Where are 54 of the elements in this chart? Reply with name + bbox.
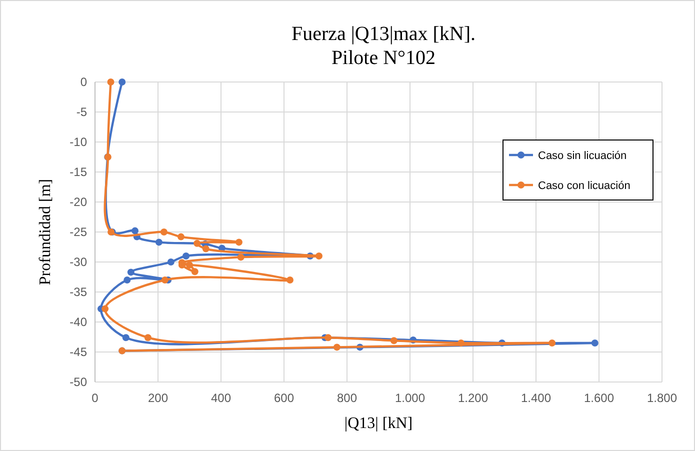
- legend-label: Caso con licuación: [538, 180, 630, 192]
- x-tick-label: 0: [92, 391, 99, 405]
- y-tick-label: 0: [80, 75, 88, 90]
- x-tick-label: 200: [148, 391, 168, 405]
- point: [182, 252, 190, 260]
- point: [458, 340, 465, 346]
- x-tick-label: 1.000: [394, 391, 426, 405]
- point: [132, 227, 139, 234]
- x-tick-label: 1.600: [584, 391, 614, 405]
- y-tick-label: -25: [70, 225, 88, 240]
- y-tick-label: -40: [70, 315, 88, 330]
- point: [177, 233, 184, 240]
- point: [191, 268, 198, 276]
- point: [237, 254, 244, 261]
- point: [333, 344, 340, 351]
- y-tick-label: -50: [70, 375, 88, 390]
- y-tick-label: -20: [70, 195, 88, 210]
- point: [194, 240, 201, 247]
- point: [390, 337, 398, 344]
- x-tick-label: 1.400: [520, 391, 552, 405]
- point: [124, 276, 131, 284]
- point: [167, 258, 174, 266]
- point: [186, 262, 193, 268]
- point: [122, 334, 130, 342]
- point: [548, 340, 556, 346]
- y-tick-label: -45: [70, 345, 88, 360]
- y-tick-label: -15: [70, 165, 88, 180]
- y-axis-title: Profundidad [m]: [37, 178, 54, 286]
- point: [107, 78, 114, 86]
- point: [286, 276, 294, 284]
- x-tick-label: 1.200: [458, 391, 488, 405]
- point: [591, 340, 598, 346]
- y-tick-label: -35: [70, 285, 88, 300]
- point: [315, 252, 322, 260]
- point: [144, 334, 152, 342]
- point: [324, 334, 332, 342]
- point: [127, 268, 134, 276]
- chart-title: Fuerza |Q13|max [kN]. Pilote N°102: [291, 23, 476, 69]
- y-tick-label: -30: [70, 255, 88, 270]
- point: [160, 228, 168, 236]
- x-tick-label: 800: [336, 391, 358, 405]
- x-tick-label: 400: [210, 391, 232, 405]
- y-tick-label: -10: [70, 135, 88, 150]
- point: [118, 78, 126, 86]
- legend-label: Caso sin licuación: [538, 150, 627, 162]
- point: [161, 276, 168, 284]
- x-axis-title: |Q13| [kN]: [344, 415, 413, 432]
- x-tick-label: 1.800: [646, 391, 678, 405]
- x-tick-label: 600: [274, 391, 294, 405]
- point: [202, 245, 210, 252]
- y-tick-label: -5: [76, 105, 88, 120]
- point: [155, 238, 162, 246]
- point: [235, 238, 242, 246]
- point: [102, 305, 109, 312]
